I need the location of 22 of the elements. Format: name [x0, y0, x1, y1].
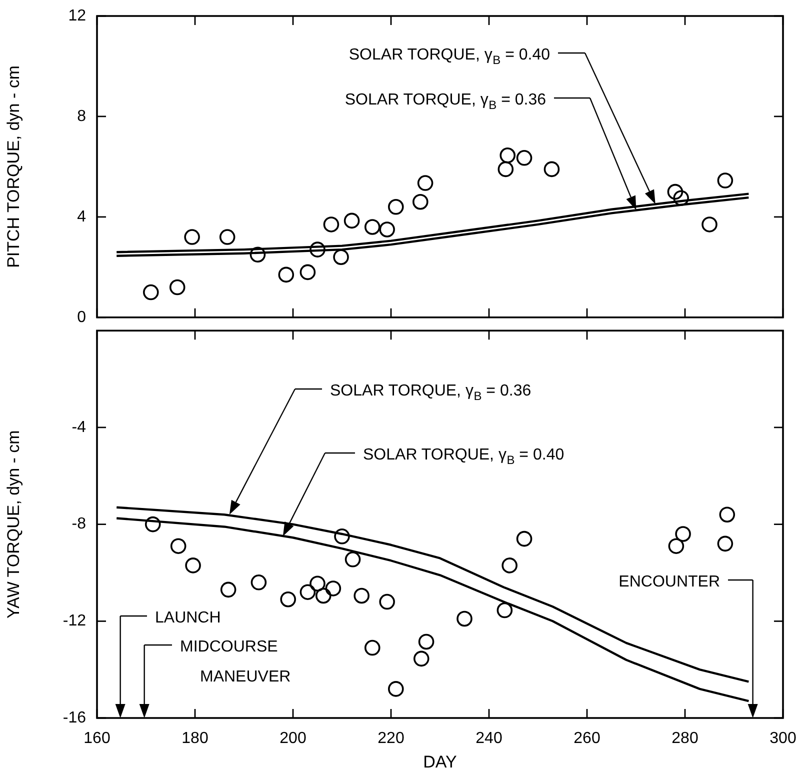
x-tick-label: 160 [84, 730, 110, 748]
annotation: ENCOUNTER [618, 573, 720, 590]
x-tick-label: 180 [182, 730, 208, 748]
y-axis-title: YAW TORQUE, dyn - cm [4, 430, 23, 618]
y-tick-label: 0 [77, 308, 86, 326]
x-tick-label: 260 [574, 730, 600, 748]
y-tick-label: 8 [77, 108, 86, 125]
annotation: MIDCOURSE MANEUVER [180, 638, 291, 686]
x-tick-label: 200 [280, 730, 306, 748]
y-axis-title: PITCH TORQUE, dyn - cm [4, 65, 23, 268]
y-tick-label: -12 [62, 612, 86, 630]
y-tick-label: 12 [68, 7, 86, 24]
annotation: LAUNCH [155, 609, 221, 626]
y-tick-label: 4 [77, 208, 86, 226]
x-tick-label: 240 [476, 730, 502, 748]
y-tick-label: -8 [72, 516, 86, 533]
x-tick-label: 220 [378, 730, 404, 748]
x-tick-label: 300 [770, 730, 796, 748]
y-tick-label: -16 [62, 709, 86, 726]
y-tick-label: -4 [72, 418, 86, 436]
x-tick-label: 280 [672, 730, 698, 748]
x-axis-title: DAY [423, 752, 457, 772]
